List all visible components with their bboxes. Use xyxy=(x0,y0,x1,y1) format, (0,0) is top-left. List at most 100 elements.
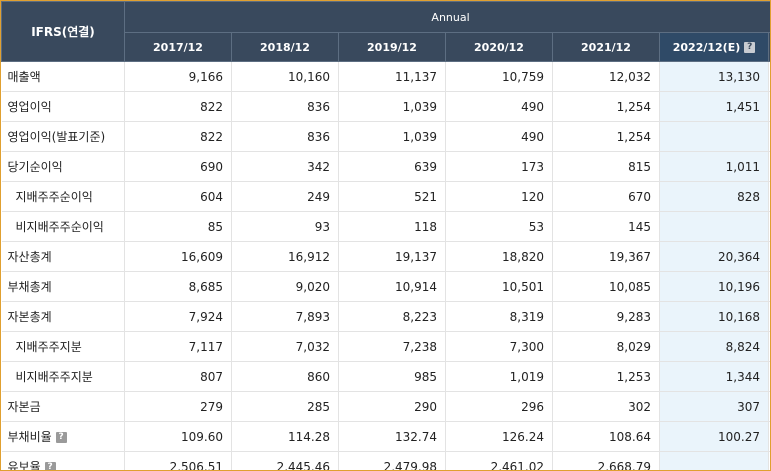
row-label-cell: 당기순이익 xyxy=(1,151,125,182)
table-row: 당기순이익 690 342 639 173 815 1,011 xyxy=(1,151,770,182)
overflow-cell xyxy=(768,301,770,332)
table-row: 비지배주주지분 807 860 985 1,019 1,253 1,344 xyxy=(1,361,770,392)
row-label: 지배주주지분 xyxy=(15,340,82,354)
row-label: 비지배주주순이익 xyxy=(15,220,104,234)
value-cell: 7,238 xyxy=(338,331,446,362)
value-cell: 521 xyxy=(338,181,446,212)
value-cell: 85 xyxy=(124,211,232,242)
overflow-cell xyxy=(768,451,770,470)
overflow-cell xyxy=(768,421,770,452)
overflow-cell xyxy=(768,331,770,362)
row-label-cell: 부채비율? xyxy=(1,421,125,452)
table-row: 자본총계 7,924 7,893 8,223 8,319 9,283 10,168 xyxy=(1,301,770,332)
value-cell: 9,020 xyxy=(231,271,339,302)
overflow-cell xyxy=(768,91,770,122)
value-cell: 342 xyxy=(231,151,339,182)
value-cell: 1,039 xyxy=(338,121,446,152)
value-cell: 1,019 xyxy=(445,361,553,392)
value-cell: 290 xyxy=(338,391,446,422)
value-cell: 19,137 xyxy=(338,241,446,272)
row-label-cell: 부채총계 xyxy=(1,271,125,302)
estimate-value-cell: 10,168 xyxy=(659,301,769,332)
row-label-cell: 유보율? xyxy=(1,451,125,471)
table-row: 영업이익(발표기준) 822 836 1,039 490 1,254 xyxy=(1,121,770,152)
value-cell: 145 xyxy=(552,211,660,242)
value-cell: 2,461.02 xyxy=(445,451,553,470)
row-label: 자본금 xyxy=(7,400,41,414)
year-header: 2018/12 xyxy=(231,32,339,62)
row-label-cell: 자산총계 xyxy=(1,241,125,272)
row-label-cell: 지배주주지분 xyxy=(1,331,125,362)
row-label-cell: 비지배주주순이익 xyxy=(1,211,125,242)
value-cell: 985 xyxy=(338,361,446,392)
table-row: 매출액 9,166 10,160 11,137 10,759 12,032 13,130 xyxy=(1,61,770,92)
row-label-cell: 자본총계 xyxy=(1,301,125,332)
value-cell: 173 xyxy=(445,151,553,182)
row-label: 부채총계 xyxy=(7,280,52,294)
estimate-value-cell: 828 xyxy=(659,181,769,212)
row-label: 매출액 xyxy=(7,70,41,84)
value-cell: 109.60 xyxy=(124,421,232,452)
value-cell: 8,685 xyxy=(124,271,232,302)
table-row: 영업이익 822 836 1,039 490 1,254 1,451 xyxy=(1,91,770,122)
overflow-cell xyxy=(768,271,770,302)
value-cell: 108.64 xyxy=(552,421,660,452)
value-cell: 490 xyxy=(445,121,553,152)
value-cell: 19,367 xyxy=(552,241,660,272)
value-cell: 1,254 xyxy=(552,91,660,122)
year-header: 2020/12 xyxy=(445,32,553,62)
table-row: 지배주주지분 7,117 7,032 7,238 7,300 8,029 8,824 xyxy=(1,331,770,362)
estimate-value-cell xyxy=(659,211,769,242)
overflow-cell xyxy=(768,121,770,152)
table-body: 매출액 9,166 10,160 11,137 10,759 12,032 13,130 영업… xyxy=(1,61,770,471)
table-row: 비지배주주순이익 85 93 118 53 145 xyxy=(1,211,770,242)
annual-group-header: Annual xyxy=(123,1,770,33)
value-cell: 132.74 xyxy=(338,421,446,452)
row-label: 지배주주순이익 xyxy=(15,190,93,204)
row-label: 비지배주주지분 xyxy=(15,370,93,384)
estimate-value-cell: 1,451 xyxy=(659,91,769,122)
value-cell: 10,914 xyxy=(338,271,446,302)
value-cell: 1,253 xyxy=(552,361,660,392)
value-cell: 9,166 xyxy=(124,61,232,92)
help-icon[interactable]: ? xyxy=(44,462,56,470)
value-cell: 822 xyxy=(124,121,232,152)
value-cell: 822 xyxy=(124,91,232,122)
value-cell: 8,029 xyxy=(552,331,660,362)
value-cell: 53 xyxy=(445,211,553,242)
year-header-overflow xyxy=(767,32,770,62)
value-cell: 1,254 xyxy=(552,121,660,152)
row-label-cell: 영업이익 xyxy=(1,91,125,122)
value-cell: 639 xyxy=(338,151,446,182)
value-cell: 7,924 xyxy=(124,301,232,332)
estimate-value-cell: 10,196 xyxy=(659,271,769,302)
table-row: 자산총계 16,609 16,912 19,137 18,820 19,367 20,364 xyxy=(1,241,770,272)
row-label-cell: 영업이익(발표기준) xyxy=(1,121,125,152)
table-row: 자본금 279 285 290 296 302 307 xyxy=(1,391,770,422)
row-label: 유보율 xyxy=(7,460,41,471)
row-label: 자산총계 xyxy=(7,250,52,264)
estimate-value-cell xyxy=(659,121,769,152)
value-cell: 126.24 xyxy=(445,421,553,452)
value-cell: 93 xyxy=(231,211,339,242)
value-cell: 604 xyxy=(124,181,232,212)
value-cell: 670 xyxy=(552,181,660,212)
estimate-value-cell: 100.27 xyxy=(659,421,769,452)
table-row: 부채총계 8,685 9,020 10,914 10,501 10,085 10,196 xyxy=(1,271,770,302)
help-icon[interactable]: ? xyxy=(744,42,756,53)
year-header: 2019/12 xyxy=(338,32,446,62)
help-icon[interactable]: ? xyxy=(55,432,67,443)
value-cell: 10,160 xyxy=(231,61,339,92)
row-label: 자본총계 xyxy=(7,310,52,324)
value-cell: 836 xyxy=(231,91,339,122)
value-cell: 690 xyxy=(124,151,232,182)
value-cell: 2,506.51 xyxy=(124,451,232,470)
value-cell: 114.28 xyxy=(231,421,339,452)
corner-header: IFRS(연결) xyxy=(1,1,125,62)
value-cell: 2,668.79 xyxy=(552,451,660,470)
value-cell: 285 xyxy=(231,391,339,422)
value-cell: 302 xyxy=(552,391,660,422)
value-cell: 490 xyxy=(445,91,553,122)
overflow-cell xyxy=(768,241,770,272)
